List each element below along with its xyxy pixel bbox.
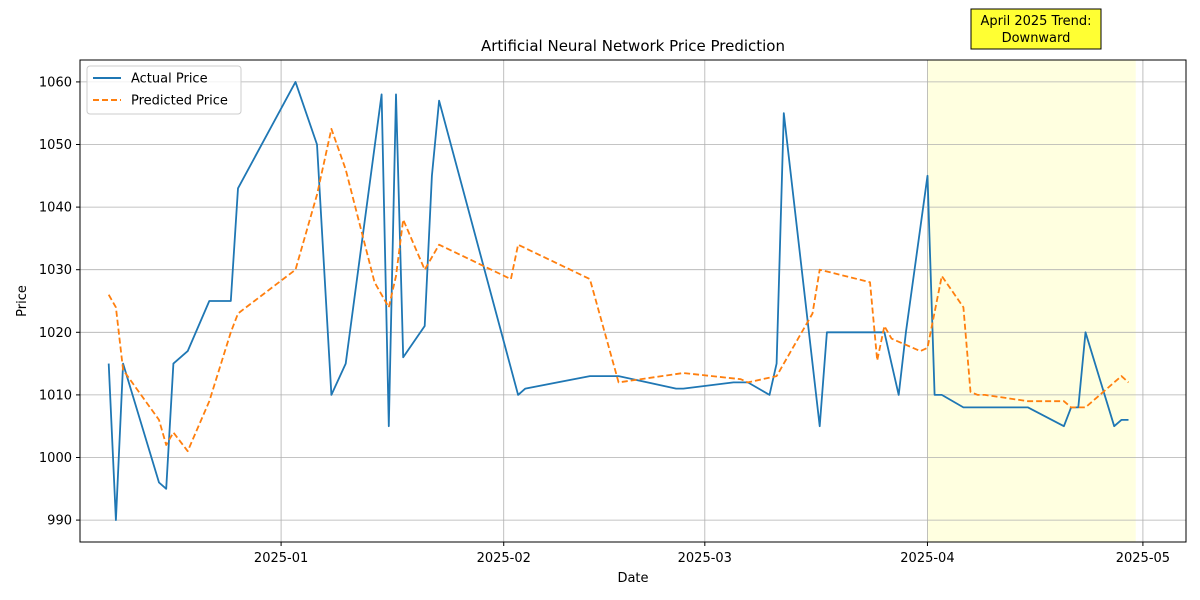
- legend: Actual Price Predicted Price: [86, 65, 242, 115]
- trend-annotation: April 2025 Trend: Downward: [970, 8, 1102, 50]
- y-tick-label: 1040: [39, 201, 72, 216]
- chart-title: Artificial Neural Network Price Predicti…: [481, 37, 785, 55]
- x-tick-label: 2025-04: [900, 551, 954, 566]
- legend-box: [86, 65, 242, 115]
- y-tick-label: 1050: [39, 138, 72, 153]
- x-axis-label: Date: [617, 571, 648, 586]
- annotation-line-2: Downward: [1002, 31, 1071, 46]
- y-tick-label: 1000: [39, 451, 72, 466]
- annotation-line-1: April 2025 Trend:: [980, 14, 1091, 29]
- annotation-box: [970, 8, 1102, 50]
- x-tick-label: 2025-01: [254, 551, 308, 566]
- actual-price-line: [107, 81, 1129, 521]
- predicted-price-line: [107, 127, 1130, 453]
- y-tick-label: 1060: [39, 75, 72, 90]
- legend-entry-actual: Actual Price: [131, 72, 208, 87]
- legend-entry-predicted: Predicted Price: [131, 94, 228, 109]
- y-tick-label: 1030: [39, 263, 72, 278]
- y-tick-label: 1010: [39, 388, 72, 403]
- april-highlight-band: [927, 60, 1136, 542]
- axis-ticks: 2025-01 2025-02 2025-03 2025-04 2025-05 990 10…: [39, 75, 1170, 566]
- series-layer: [107, 81, 1130, 521]
- y-tick-label: 1020: [39, 326, 72, 341]
- plot-frame: [79, 59, 1187, 543]
- y-tick-label: 990: [47, 514, 72, 529]
- x-tick-label: 2025-05: [1116, 551, 1170, 566]
- x-tick-label: 2025-03: [678, 551, 732, 566]
- x-tick-label: 2025-02: [477, 551, 531, 566]
- y-axis-label: Price: [15, 285, 30, 317]
- grid: [80, 60, 1186, 542]
